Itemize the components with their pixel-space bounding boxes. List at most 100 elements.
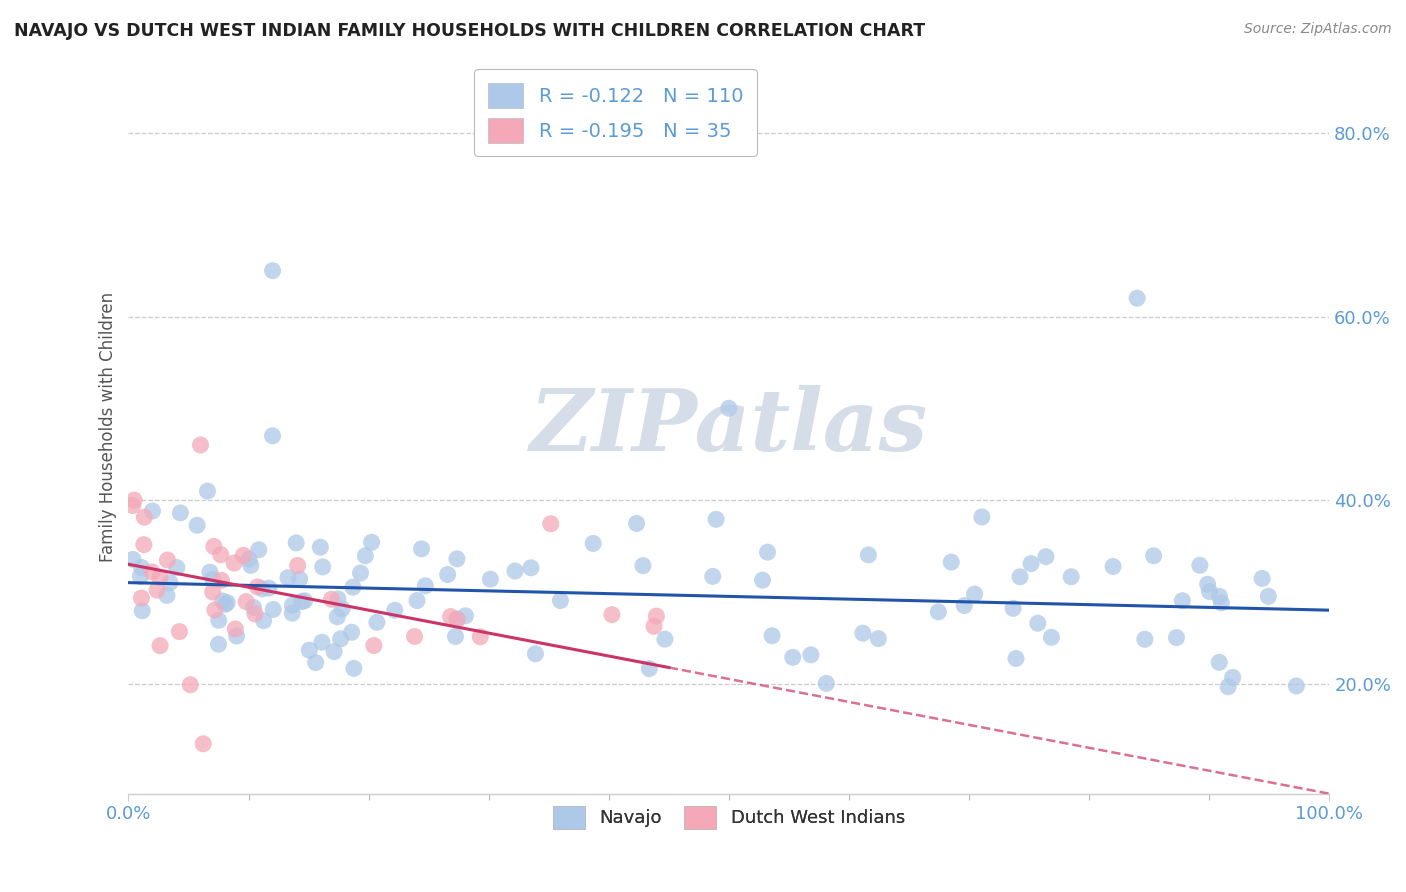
Point — [406, 593, 429, 607]
Point — [277, 571, 299, 585]
Point — [238, 552, 260, 566]
Point — [1188, 558, 1211, 573]
Point — [330, 601, 353, 615]
Point — [224, 622, 246, 636]
Point — [340, 625, 363, 640]
Point — [1026, 616, 1049, 631]
Point — [209, 548, 232, 562]
Point — [444, 630, 467, 644]
Point — [941, 555, 963, 569]
Point — [252, 582, 274, 596]
Point — [129, 569, 152, 583]
Point — [121, 499, 143, 513]
Point — [305, 656, 328, 670]
Point — [1102, 559, 1125, 574]
Point — [717, 401, 740, 416]
Point — [1002, 601, 1025, 615]
Point — [179, 678, 201, 692]
Point — [208, 614, 231, 628]
Point — [141, 565, 163, 579]
Point — [211, 594, 233, 608]
Point — [243, 607, 266, 621]
Point — [1208, 590, 1230, 604]
Point — [156, 553, 179, 567]
Point — [470, 630, 492, 644]
Point — [654, 632, 676, 647]
Point — [262, 429, 284, 443]
Point — [927, 605, 949, 619]
Point — [224, 556, 246, 570]
Point — [232, 549, 254, 563]
Point — [800, 648, 823, 662]
Point — [131, 560, 153, 574]
Point — [202, 540, 225, 554]
Point — [970, 510, 993, 524]
Point — [311, 560, 333, 574]
Point — [520, 561, 543, 575]
Point — [242, 600, 264, 615]
Point — [852, 626, 875, 640]
Point — [761, 629, 783, 643]
Point — [1019, 557, 1042, 571]
Point — [246, 580, 269, 594]
Point — [198, 565, 221, 579]
Point — [1060, 570, 1083, 584]
Point — [1197, 577, 1219, 591]
Point — [214, 598, 236, 612]
Legend: Navajo, Dutch West Indians: Navajo, Dutch West Indians — [546, 798, 912, 836]
Point — [1251, 571, 1274, 585]
Point — [131, 604, 153, 618]
Point — [197, 484, 219, 499]
Point — [326, 609, 349, 624]
Point — [645, 609, 668, 624]
Point — [141, 504, 163, 518]
Point — [436, 567, 458, 582]
Point — [782, 650, 804, 665]
Point — [1222, 670, 1244, 684]
Point — [1171, 593, 1194, 607]
Point — [159, 575, 181, 590]
Y-axis label: Family Households with Children: Family Households with Children — [100, 292, 117, 562]
Point — [134, 510, 156, 524]
Point — [415, 579, 437, 593]
Point — [503, 564, 526, 578]
Point — [540, 516, 562, 531]
Point — [288, 572, 311, 586]
Point — [321, 592, 343, 607]
Point — [287, 558, 309, 573]
Text: NAVAJO VS DUTCH WEST INDIAN FAMILY HOUSEHOLDS WITH CHILDREN CORRELATION CHART: NAVAJO VS DUTCH WEST INDIAN FAMILY HOUSE… — [14, 22, 925, 40]
Point — [1035, 549, 1057, 564]
Point — [239, 558, 262, 573]
Point — [262, 602, 284, 616]
Point — [1216, 680, 1239, 694]
Point — [193, 737, 215, 751]
Point — [207, 637, 229, 651]
Point — [132, 538, 155, 552]
Point — [235, 594, 257, 608]
Point — [262, 263, 284, 277]
Point — [169, 624, 191, 639]
Point — [550, 593, 572, 607]
Point — [751, 573, 773, 587]
Point — [204, 603, 226, 617]
Point — [342, 580, 364, 594]
Point — [146, 583, 169, 598]
Point — [329, 632, 352, 646]
Point — [868, 632, 890, 646]
Point — [225, 629, 247, 643]
Point — [1126, 291, 1149, 305]
Point — [1133, 632, 1156, 647]
Point — [524, 647, 547, 661]
Point — [291, 594, 314, 608]
Point — [446, 613, 468, 627]
Point — [257, 581, 280, 595]
Point — [149, 571, 172, 585]
Point — [309, 540, 332, 554]
Point — [169, 506, 191, 520]
Point — [149, 639, 172, 653]
Point — [626, 516, 648, 531]
Point — [1005, 651, 1028, 665]
Point — [1166, 631, 1188, 645]
Text: ZIPatlas: ZIPatlas — [530, 384, 928, 468]
Point — [953, 599, 976, 613]
